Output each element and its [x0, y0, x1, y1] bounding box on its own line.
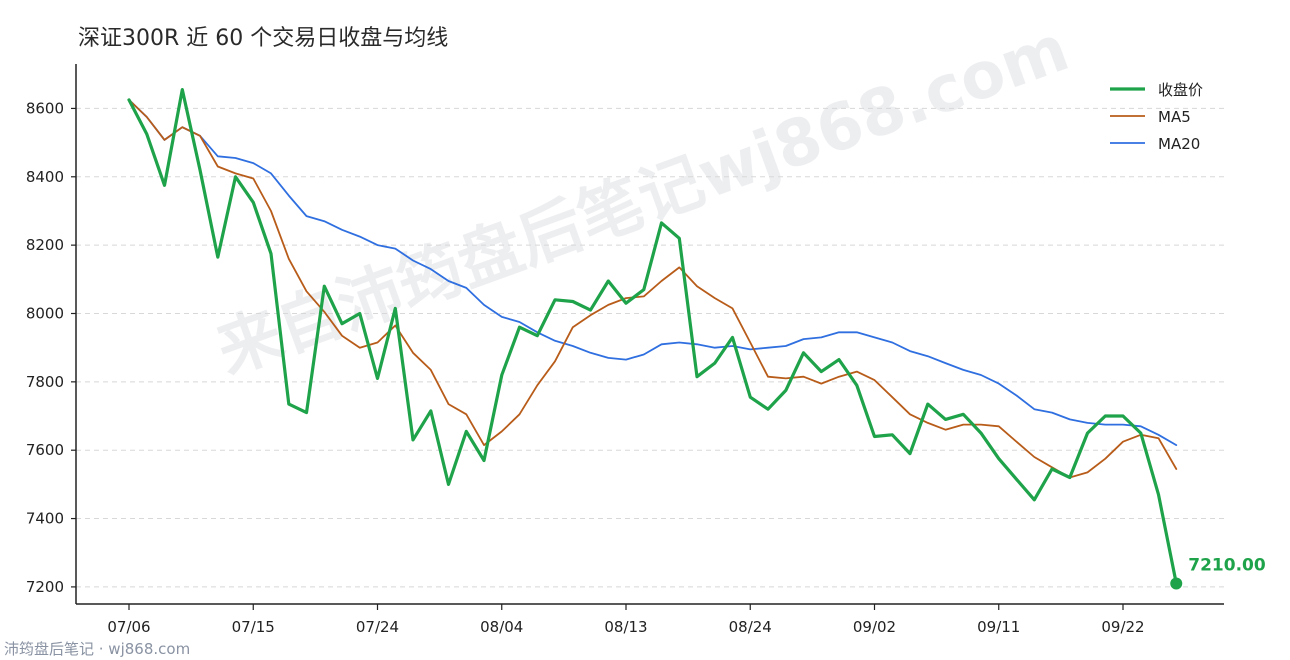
x-tick-label: 09/11 — [977, 618, 1020, 636]
legend-item-ma5: MA5 — [1110, 108, 1191, 126]
legend-label: MA5 — [1158, 108, 1191, 126]
chart-title: 深证300R 近 60 个交易日收盘与均线 — [78, 26, 448, 51]
series-line-close — [127, 87, 1178, 586]
x-axis-ticks: 07/06 07/15 07/24 08/04 08/13 08/24 09/02 09/11… — [107, 604, 1145, 636]
legend-label: 收盘价 — [1158, 81, 1203, 99]
legend-item-ma20: MA20 — [1110, 135, 1200, 153]
y-tick-label: 7400 — [26, 510, 64, 528]
x-tick-label: 07/15 — [232, 618, 275, 636]
legend-label: MA20 — [1158, 135, 1200, 153]
x-tick-label: 08/13 — [604, 618, 647, 636]
axes — [75, 64, 1224, 605]
y-tick-label: 8200 — [26, 236, 64, 254]
y-tick-label: 7600 — [26, 441, 64, 459]
y-tick-label: 8000 — [26, 304, 64, 322]
y-tick-label: 7800 — [26, 373, 64, 391]
series-line-ma5 — [128, 99, 1178, 479]
x-tick-label: 08/04 — [480, 618, 523, 636]
x-tick-label: 07/24 — [356, 618, 399, 636]
series-line-ma20 — [128, 99, 1178, 447]
footer-credit: 沛筠盘后笔记 · wj868.com — [4, 640, 190, 658]
watermark: 来自沛筠盘后笔记wj868.com — [208, 12, 1079, 389]
y-tick-label: 7200 — [26, 578, 64, 596]
grid-lines — [76, 107, 1224, 588]
legend: 收盘价 MA5 MA20 — [1110, 81, 1203, 153]
y-tick-label: 8600 — [26, 99, 64, 117]
x-tick-label: 07/06 — [107, 618, 150, 636]
y-tick-label: 8400 — [26, 168, 64, 186]
last-close-label: 7210.00 — [1188, 555, 1266, 575]
series-layer — [127, 87, 1178, 586]
y-axis-ticks: 7200 7400 7600 7800 8000 8200 8400 8600 — [26, 99, 76, 596]
legend-item-close: 收盘价 — [1110, 81, 1203, 99]
x-tick-label: 08/24 — [729, 618, 772, 636]
last-close-point — [1170, 577, 1183, 590]
x-tick-label: 09/22 — [1101, 618, 1144, 636]
x-tick-label: 09/02 — [853, 618, 896, 636]
